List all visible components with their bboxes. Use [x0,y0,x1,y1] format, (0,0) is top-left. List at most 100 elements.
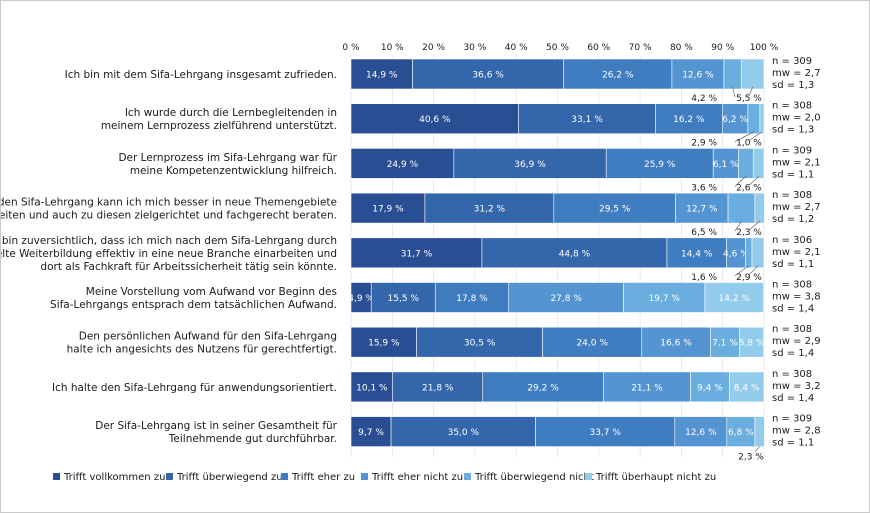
bar-value-label: 12,7 % [686,205,718,215]
bar-value-label: 9,4 % [697,383,723,393]
bar-value-label: 9,7 % [358,428,384,438]
bar-segment [434,282,510,313]
x-tick-label: 60 % [587,43,610,53]
bar-segment [754,416,765,447]
callout-label: 2,3 % [738,453,764,463]
stat-mw: mw = 2,0 [772,113,821,124]
x-tick-label: 40 % [505,43,528,53]
category-label: einarbeiten und auch zu diesen zielgeric… [1,210,337,222]
legend-label: Trifft überwiegend nicht [474,472,594,483]
legend-label: Trifft überhaupt nicht zu [595,472,716,483]
callout-label: 6,5 % [691,228,717,238]
bar-segment [712,148,739,179]
category-label: Der Lernprozess im Sifa-Lehrgang war für [118,152,337,164]
stat-n: n = 308 [772,280,812,291]
bar-value-label: 14,9 % [366,71,398,81]
bar-segment [350,58,413,90]
bar-value-label: 30,5 % [464,339,496,349]
legend-swatch [166,473,173,480]
bar-segment [563,58,673,90]
bar-value-label: 31,7 % [401,249,433,259]
bar-segment [690,371,730,403]
bar-value-label: 14,2 % [719,294,751,304]
stat-sd: sd = 1,1 [772,259,814,270]
callout-line [748,86,753,97]
callout-line [748,176,759,186]
legend-label: Trifft eher nicht zu [371,472,463,483]
bar-value-label: 31,2 % [474,205,506,215]
bar-segment [729,371,765,403]
x-tick-label: 100 % [750,43,779,53]
bar-segment [723,58,742,90]
callout-line [748,220,760,231]
stat-sd: sd = 1,3 [772,125,814,136]
bar-value-label: 24,9 % [387,160,419,170]
bar-value-label: 17,8 % [456,294,488,304]
callout-label: 2,6 % [736,183,762,193]
stat-mw: mw = 2,9 [772,336,821,347]
bar-value-label: 21,1 % [631,383,663,393]
legend-swatch [53,473,60,480]
bar-value-label: 24,0 % [576,339,608,349]
bar-value-label: 29,5 % [599,205,631,215]
bar-segment [752,148,765,179]
stat-n: n = 308 [772,324,812,335]
bar-value-label: 4,6 % [723,249,749,259]
stat-mw: mw = 2,1 [772,157,821,168]
bar-segment [710,326,740,358]
bar-value-label: 6,8 % [728,428,754,438]
callout-line [734,176,747,187]
legend-label: Trifft vollkommen zu [63,472,165,483]
x-tick-label: 50 % [546,43,569,53]
bar-segment [482,371,604,403]
category-label: meinem Lernprozess zielführend unterstüt… [101,120,337,132]
bar-value-label: 6,2 % [722,115,748,125]
category-label: Der Sifa-Lehrgang ist in seiner Gesamthe… [95,420,337,432]
bar-segment [739,326,764,358]
category-label: Ich wurde durch die Lernbegleitenden in [125,107,337,119]
callout-label: 1,6 % [691,273,717,283]
stat-mw: mw = 2,7 [772,68,821,79]
category-label: Teilnehmende gut durchführbar. [168,433,337,445]
bar-segment [655,103,723,134]
callout-line [734,220,742,232]
bar-segment [481,237,668,269]
bar-segment [745,237,753,269]
bar-value-label: 19,7 % [649,294,681,304]
stat-n: n = 308 [772,369,812,380]
stat-n: n = 306 [772,235,812,246]
category-label: Sifa-Lehrgangs entsprach dem tatsächlich… [50,299,337,311]
bar-segment [350,326,417,358]
bar-segment [535,416,676,447]
x-tick-label: 10 % [381,43,404,53]
bar-value-label: 35,0 % [448,428,480,438]
bar-value-label: 17,9 % [372,205,404,215]
stat-sd: sd = 1,4 [772,348,814,359]
bar-segment [370,282,436,313]
bar-segment [350,103,519,134]
x-tick-label: 80 % [670,43,693,53]
stat-sd: sd = 1,2 [772,214,814,225]
stat-n: n = 308 [772,101,812,112]
stat-mw: mw = 3,8 [772,292,821,303]
bar-value-label: 15,9 % [368,339,400,349]
bar-value-label: 29,2 % [527,383,559,393]
bar-value-label: 21,8 % [422,383,454,393]
stat-n: n = 309 [772,145,812,156]
category-label: halte ich angesichts des Nutzens für ger… [67,344,337,356]
bar-value-label: 15,5 % [388,294,420,304]
bar-value-label: 40,6 % [419,115,451,125]
bar-value-label: 16,6 % [660,339,692,349]
callout-line [734,131,755,142]
bar-segment [508,282,624,313]
bar-value-label: 4,9 % [348,294,374,304]
stat-n: n = 309 [772,414,812,425]
bar-segment [350,148,455,179]
bar-segment [751,237,765,269]
legend-label: Trifft eher zu [291,472,355,483]
bar-value-label: 36,9 % [514,160,546,170]
legend-swatch [281,473,288,480]
bar-value-label: 10,1 % [356,383,388,393]
bar-value-label: 8,4 % [734,383,760,393]
